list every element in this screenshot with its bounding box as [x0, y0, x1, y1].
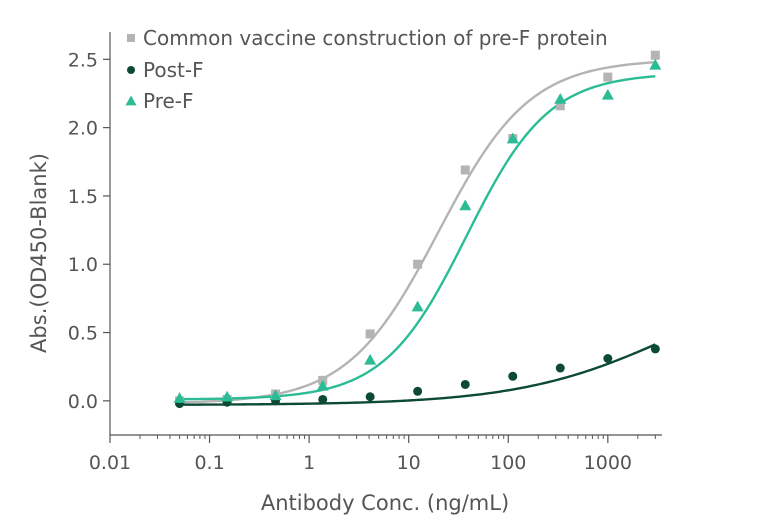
data-point-square	[365, 329, 375, 339]
data-point-triangle	[269, 389, 282, 401]
y-tick-label: 0.0	[68, 391, 98, 413]
y-axis-title: Abs.(OD450-Blank)	[27, 153, 51, 353]
data-point-triangle	[601, 88, 614, 100]
data-point-triangle	[316, 379, 329, 391]
axes: 0.0 0.5 1.0 1.5 2.0 2.5 0.01 0.1 1 10 100 1000	[68, 32, 662, 474]
x-axis-title: Antibody Conc. (ng/mL)	[261, 491, 509, 515]
data-point-square	[555, 101, 565, 111]
data-point-triangle	[411, 300, 424, 312]
data-point-square	[603, 72, 613, 82]
data-point-square	[413, 259, 423, 269]
y-tick-label: 1.0	[68, 254, 98, 276]
data-point-triangle	[554, 92, 567, 104]
data-point-triangle	[221, 390, 234, 402]
data-point-circle	[555, 363, 565, 373]
fit-curve	[179, 61, 656, 404]
y-tick-label: 2.0	[68, 118, 98, 140]
fit-curve	[179, 75, 656, 401]
fit-curves	[179, 61, 656, 406]
x-tick-label: 100	[490, 452, 526, 474]
x-tick-label: 1	[303, 452, 315, 474]
data-point-circle	[650, 344, 660, 354]
fit-curve	[179, 343, 656, 406]
data-point-circle	[603, 353, 613, 363]
legend-marker	[125, 95, 137, 106]
x-tick-label: 0.1	[194, 452, 224, 474]
x-tick-label: 0.01	[89, 452, 131, 474]
data-point-circle	[365, 392, 375, 402]
data-point-triangle	[173, 392, 186, 403]
legend-marker	[127, 66, 135, 74]
data-point-circle	[413, 386, 423, 396]
legend-marker	[127, 34, 135, 42]
y-tick-label: 0.5	[68, 323, 98, 345]
legend-label: Pre-F	[143, 89, 194, 113]
y-tick-label: 2.5	[68, 49, 98, 71]
data-point-circle	[318, 394, 328, 404]
data-point-triangle	[459, 199, 472, 211]
legend: Common vaccine construction of pre-F pro…	[125, 26, 608, 113]
data-point-triangle	[364, 353, 377, 365]
data-point-triangle	[506, 132, 519, 144]
x-tick-label: 1000	[584, 452, 632, 474]
data-point-circle	[460, 379, 470, 389]
legend-label: Post-F	[143, 58, 204, 82]
y-tick-label: 1.5	[68, 186, 98, 208]
data-point-circle	[508, 371, 518, 381]
legend-label: Common vaccine construction of pre-F pro…	[143, 26, 608, 50]
x-tick-label: 10	[397, 452, 421, 474]
data-points	[173, 50, 662, 409]
data-point-square	[460, 165, 470, 175]
data-point-triangle	[649, 58, 662, 70]
data-point-square	[650, 50, 660, 60]
